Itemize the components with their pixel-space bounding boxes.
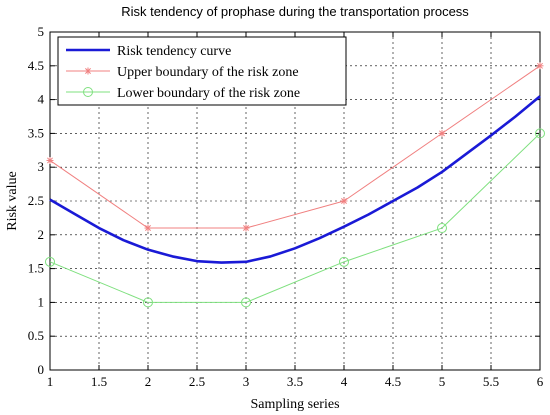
y-tick-label: 0: [38, 362, 45, 377]
data-point-marker: [535, 128, 545, 139]
x-tick-label: 2.5: [189, 374, 205, 389]
y-tick-label: 4: [38, 92, 45, 107]
x-tick-label: 1.5: [91, 374, 107, 389]
data-point-marker: [536, 62, 544, 70]
data-point-marker: [144, 224, 152, 232]
risk-tendency-curve-line: [49, 95, 541, 264]
data-point-marker: [46, 156, 54, 164]
data-point-marker: [437, 223, 447, 234]
data-point-marker: [339, 256, 349, 267]
x-tick-label: 2: [145, 374, 152, 389]
legend-marker: [84, 67, 92, 75]
x-tick-label: 1: [47, 374, 54, 389]
y-tick-label: 4.5: [28, 58, 44, 73]
y-tick-label: 0.5: [28, 328, 44, 343]
data-point-marker: [241, 297, 251, 308]
y-tick-label: 2.5: [28, 193, 44, 208]
y-tick-label: 5: [38, 24, 45, 39]
y-axis-label: Risk value: [5, 171, 20, 231]
x-tick-label: 5.5: [483, 374, 499, 389]
x-tick-label: 5: [439, 374, 446, 389]
legend-marker: [83, 87, 93, 97]
x-tick-label: 4.5: [385, 374, 401, 389]
y-tick-label: 1: [38, 294, 45, 309]
legend: Risk tendency curve Upper boundary of the…: [57, 36, 347, 106]
x-axis-ticks: 1 1.5 2 2.5 3 3.5 4 4.5 5 5.5 6: [47, 32, 544, 389]
legend-entry-label: Upper boundary of the risk zone: [117, 65, 299, 80]
data-point-marker: [340, 197, 348, 205]
y-axis-ticks: 0 0.5 1 1.5 2 2.5 3 3.5 4 4.5 5: [28, 24, 540, 377]
y-tick-label: 2: [38, 227, 45, 242]
upper-boundary-line: [49, 65, 541, 229]
data-point-marker: [438, 129, 446, 137]
y-tick-label: 1.5: [28, 261, 44, 276]
legend-entry-label: Risk tendency curve: [117, 44, 231, 59]
chart-title: Risk tendency of prophase during the tra…: [121, 4, 469, 19]
lower-boundary-line: [49, 133, 541, 303]
x-tick-label: 3: [243, 374, 250, 389]
x-tick-label: 6: [537, 374, 544, 389]
data-point-marker: [242, 224, 250, 232]
series-group: [45, 62, 545, 308]
data-point-marker: [143, 297, 153, 308]
x-tick-label: 3.5: [287, 374, 303, 389]
x-tick-label: 4: [341, 374, 348, 389]
y-tick-label: 3.5: [28, 125, 44, 140]
legend-entry-label: Lower boundary of the risk zone: [117, 86, 300, 101]
data-point-marker: [45, 256, 55, 267]
y-tick-label: 3: [38, 159, 45, 174]
x-axis-label: Sampling series: [250, 397, 339, 412]
